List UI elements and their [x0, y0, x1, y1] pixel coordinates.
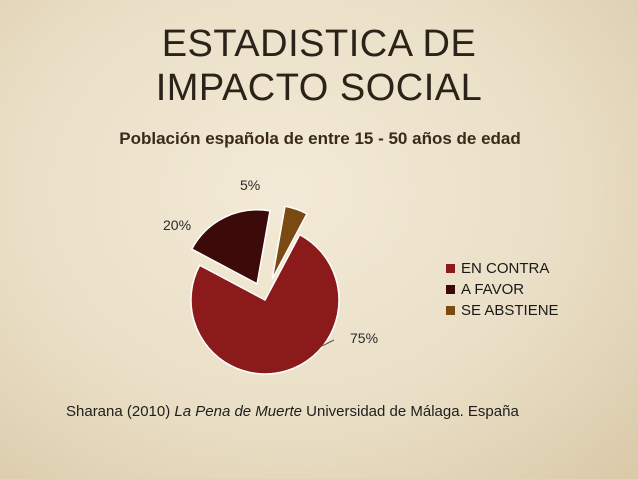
citation: Sharana (2010) La Pena de Muerte Univers…	[66, 403, 519, 420]
legend-label: SE ABSTIENE	[461, 302, 559, 319]
legend-swatch	[446, 285, 455, 294]
slide-title-line-1: ESTADISTICA DE	[161, 23, 477, 65]
slide-title-line-2: IMPACTO SOCIAL	[155, 67, 483, 109]
citation-suffix: Universidad de Málaga. España	[302, 403, 519, 420]
label-leader-line	[321, 339, 335, 347]
legend-item-a-favor: A FAVOR	[446, 279, 559, 300]
legend-label: A FAVOR	[461, 281, 525, 298]
legend-swatch	[446, 306, 455, 315]
chart-legend: EN CONTRA A FAVOR SE ABSTIENE	[446, 258, 559, 321]
data-label-a-favor: 20%	[163, 217, 191, 233]
pie-slice-a-favor	[190, 209, 271, 285]
legend-swatch	[446, 264, 455, 273]
data-label-se-abstiene: 5%	[240, 177, 260, 193]
data-label-en-contra: 75%	[350, 330, 378, 346]
pie-slice-se-abstiene	[271, 205, 308, 280]
chart-title: Población española de entre 15 - 50 años…	[119, 129, 521, 148]
legend-label: EN CONTRA	[461, 260, 550, 277]
pie-slice-en-contra	[190, 233, 340, 375]
citation-book-title: La Pena de Muerte	[174, 403, 302, 420]
legend-item-en-contra: EN CONTRA	[446, 258, 559, 279]
slide-title: ESTADISTICA DE IMPACTO SOCIAL	[0, 22, 638, 110]
citation-prefix: Sharana (2010)	[66, 403, 175, 420]
legend-item-se-abstiene: SE ABSTIENE	[446, 300, 559, 321]
